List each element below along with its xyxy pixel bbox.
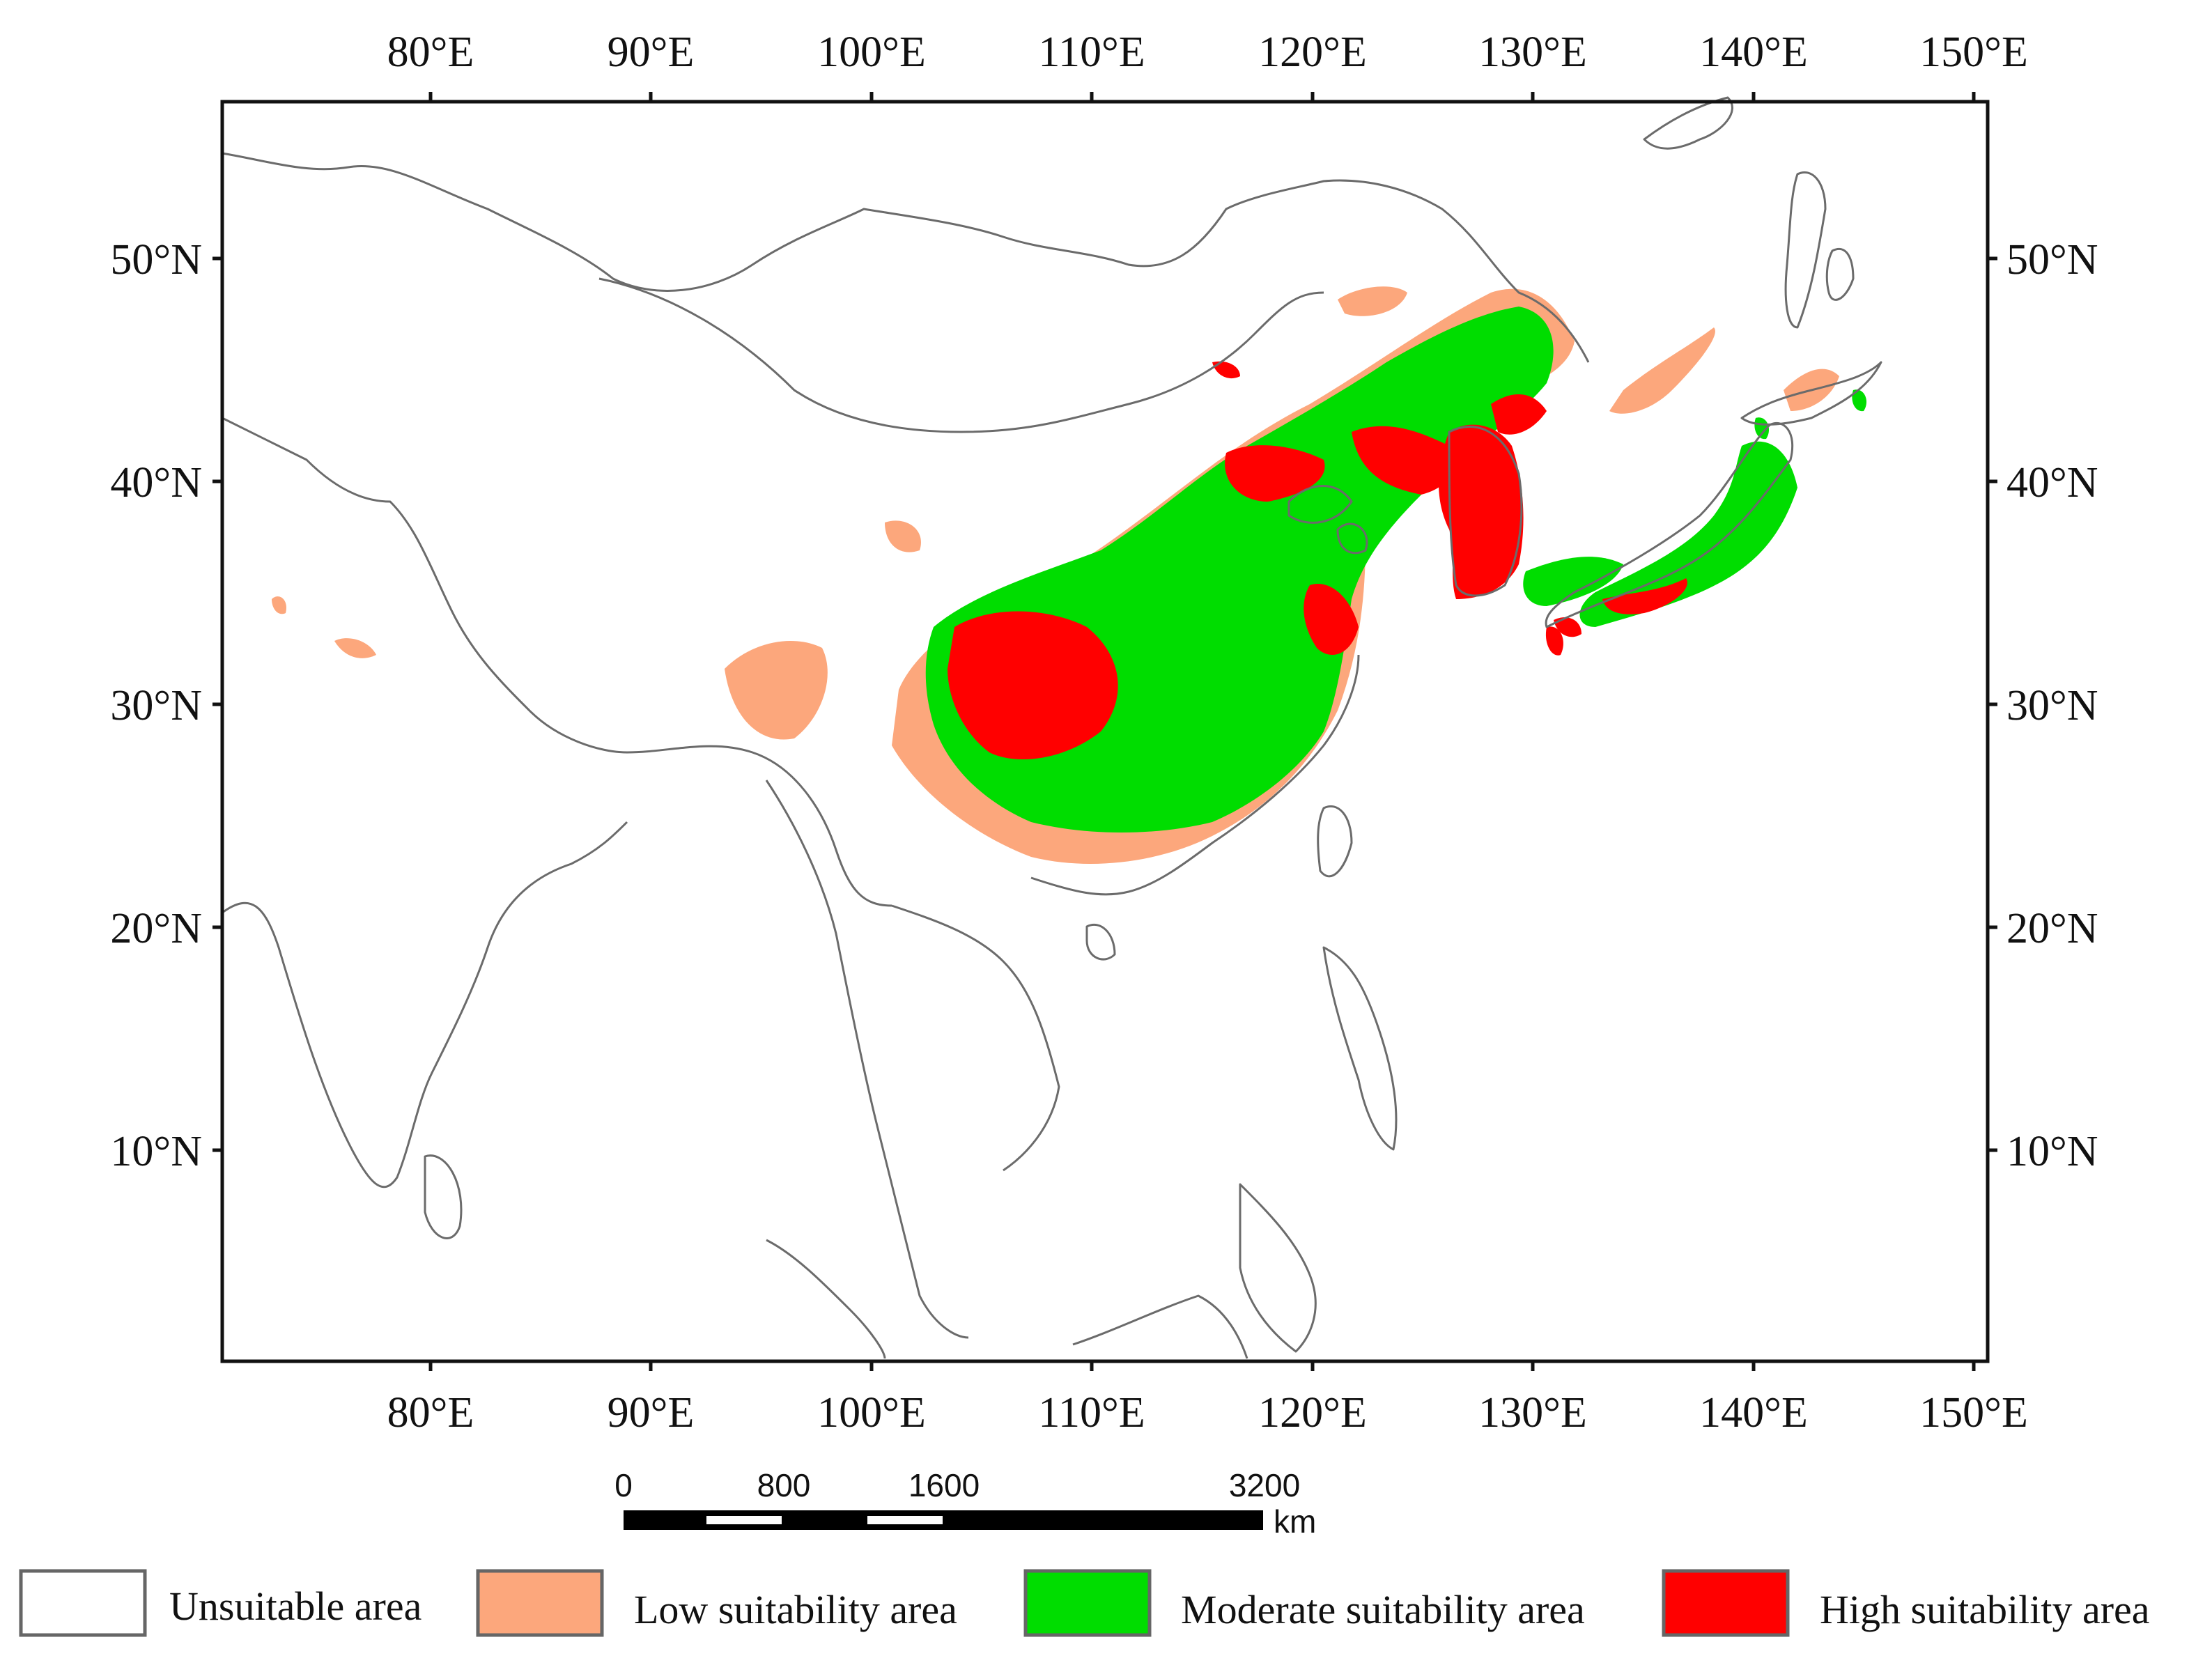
lon-label: 110°E [1038,29,1145,76]
lat-label: 40°N [110,459,202,506]
legend-label: Moderate suitability area [1181,1587,1585,1632]
lat-label: 10°N [2006,1128,2098,1175]
lat-label: 40°N [2006,459,2098,506]
country-boundaries [222,96,1882,1359]
lat-label: 30°N [110,682,202,729]
lon-label: 130°E [1478,1389,1587,1436]
lon-label: 80°E [387,29,474,76]
lon-labels-top: 80°E 90°E 100°E 110°E 120°E 130°E 140°E … [387,29,2028,76]
lat-label: 50°N [110,236,202,284]
legend-swatch-high [1662,1569,1790,1637]
map-body [222,96,1988,1361]
lon-ticks [428,92,1976,1371]
lon-label: 150°E [1919,29,2028,76]
scale-unit: km [1274,1503,1316,1540]
lat-label: 30°N [2006,682,2098,729]
lon-label: 130°E [1478,29,1587,76]
scale-tick-label: 0 [614,1467,633,1503]
legend-label: Low suitability area [634,1587,957,1632]
lon-labels-bottom: 80°E 90°E 100°E 110°E 120°E 130°E 140°E … [387,1389,2028,1436]
lat-label: 50°N [2006,236,2098,284]
scale-tick-label: 800 [757,1467,811,1503]
lat-label: 20°N [2006,905,2098,952]
lon-label: 120°E [1258,1389,1367,1436]
legend-label: High suitability area [1820,1587,2150,1632]
legend-label: Unsuitable area [169,1583,421,1629]
lon-label: 80°E [387,1389,474,1436]
lat-labels-left: 50°N 40°N 30°N 20°N 10°N [110,236,202,1175]
high-suitability-region [948,361,1687,759]
legend-swatch-moderate [1023,1569,1152,1637]
legend-swatch-unsuitable [19,1569,147,1637]
lat-labels-right: 50°N 40°N 30°N 20°N 10°N [2006,236,2098,1175]
legend-swatch-low [476,1569,604,1637]
lon-label: 120°E [1258,29,1367,76]
lon-label: 140°E [1699,1389,1808,1436]
lon-label: 150°E [1919,1389,2028,1436]
lon-label: 110°E [1038,1389,1145,1436]
scale-bar: 0 800 1600 3200 km [614,1467,1316,1540]
map-frame [220,100,1990,1363]
lat-label: 20°N [110,905,202,952]
scale-tick-label: 1600 [908,1467,980,1503]
lon-label: 100°E [817,1389,926,1436]
lon-label: 100°E [817,29,926,76]
scale-tick-label: 3200 [1229,1467,1300,1503]
lat-ticks [212,256,1997,1152]
lon-label: 90°E [608,29,695,76]
lat-label: 10°N [110,1128,202,1175]
legend: Unsuitable area Low suitability area Mod… [19,1569,2150,1637]
lon-label: 90°E [608,1389,695,1436]
lon-label: 140°E [1699,29,1808,76]
